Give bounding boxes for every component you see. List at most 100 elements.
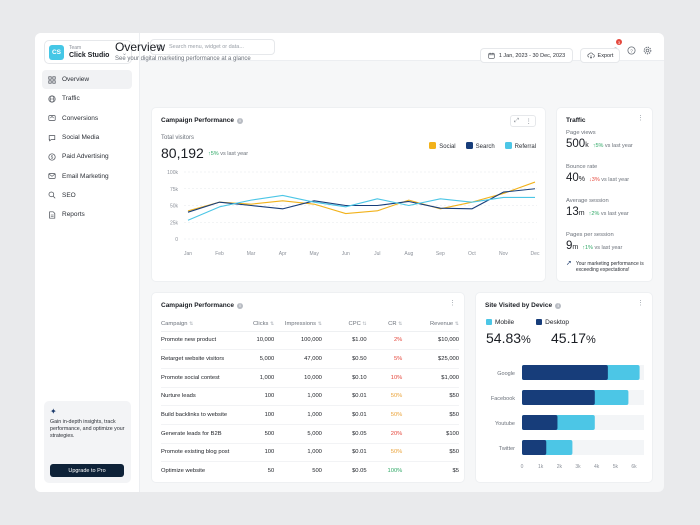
x-tick-label: Jul	[374, 251, 380, 257]
device-bar-chart: Google Facebook Youtube Twitter 0 1k 2k 3k 4k 5k 6…	[491, 365, 644, 470]
x-tick-label: 1k	[538, 464, 544, 470]
table-row[interactable]: Build backlinks to website 100 1,000 $0.01 5…	[161, 405, 459, 425]
series-line-social	[187, 181, 536, 215]
more-vertical-icon[interactable]: ⋮	[525, 118, 532, 125]
search-input[interactable]: Search menu, widget or data...	[150, 39, 275, 55]
sidebar-item-overview[interactable]: Overview	[42, 70, 132, 90]
traffic-metric: Bounce rate 40% ↓3% vs last year	[566, 164, 629, 184]
cell-clicks: 500	[241, 424, 275, 444]
legend-item-referral: Referral	[504, 142, 536, 150]
topbar: Search menu, widget or data... 3 ?	[140, 33, 664, 61]
cell-impressions: 1,000	[274, 405, 322, 425]
cell-impressions: 1,000	[274, 443, 322, 463]
traffic-title: Traffic	[566, 117, 586, 124]
upgrade-promo: ✦ Gain in-depth insights, track performa…	[44, 401, 131, 483]
promo-text: Gain in-depth insights, track performanc…	[50, 419, 125, 439]
traffic-metric: Average session 13m ↑2% vs last year	[566, 198, 629, 218]
y-tick-label: 0	[175, 237, 178, 243]
table-row[interactable]: Promote existing blog post 100 1,000 $0.01 5…	[161, 443, 459, 463]
legend-mobile: Mobile	[486, 319, 514, 326]
metric-label: Bounce rate	[566, 164, 598, 170]
sidebar-item-seo[interactable]: SEO	[42, 186, 132, 205]
export-button[interactable]: Export	[580, 48, 620, 63]
upgrade-button[interactable]: Upgrade to Pro	[50, 464, 124, 477]
column-header-revenue[interactable]: Revenue ⇅	[402, 318, 459, 332]
x-tick-label: Apr	[279, 251, 287, 257]
sidebar-item-traffic[interactable]: Traffic	[42, 89, 132, 108]
cell-cpc: $0.05	[352, 468, 367, 475]
more-vertical-icon[interactable]: ⋮	[637, 300, 644, 307]
info-icon[interactable]: i	[236, 302, 243, 309]
metric-delta: ↑5% vs last year	[592, 143, 633, 149]
sidebar-item-conversions[interactable]: Conversions	[42, 109, 132, 128]
metric-label: Pages per session	[566, 232, 614, 238]
campaign-table-title: Campaign Performance	[161, 302, 234, 309]
rocket-icon: ➚	[566, 260, 572, 267]
more-vertical-icon[interactable]: ⋮	[449, 300, 456, 307]
page-title: Overview	[115, 40, 166, 54]
sidebar-item-email-marketing[interactable]: Email Marketing	[42, 166, 132, 185]
series-line-search	[187, 188, 536, 213]
sort-icon: ⇅	[362, 321, 367, 328]
campaign-performance-table-card: Campaign Performance i ⋮ Campaign ⇅ Click…	[151, 292, 465, 483]
gear-icon[interactable]	[643, 42, 652, 55]
table-row[interactable]: Promote social contest 1,000 10,000 $0.10 10…	[161, 368, 459, 388]
cell-cr: 10%	[366, 368, 403, 388]
column-header-clicks[interactable]: Clicks ⇅	[241, 318, 275, 332]
column-header-cpc[interactable]: CPC ⇅	[321, 318, 367, 332]
table-row[interactable]: Generate leads for B2B 500 5,000 $0.05 20% $1…	[161, 424, 459, 444]
cell-campaign: Promote existing blog post	[161, 443, 242, 463]
x-tick-label: Dec	[531, 251, 540, 257]
x-tick-label: 6k	[631, 464, 637, 470]
column-header-campaign[interactable]: Campaign ⇅	[161, 318, 242, 332]
info-icon[interactable]: i	[555, 302, 562, 309]
cell-cpc: $1.00	[321, 331, 367, 351]
globe-icon	[48, 95, 56, 103]
metric-label: Average session	[566, 198, 609, 204]
cell-cr: 5%	[366, 349, 403, 369]
sort-icon: ⇅	[270, 321, 275, 328]
sidebar-item-social-media[interactable]: Social Media	[42, 128, 132, 147]
sidebar-item-reports[interactable]: Reports	[42, 205, 132, 224]
table-row[interactable]: Retarget website visitors 5,000 47,000 $0.5…	[161, 349, 459, 369]
y-tick-label: 100k	[167, 170, 178, 176]
total-visitors-value: 80,192	[161, 145, 204, 161]
bar-desktop-google	[522, 365, 608, 380]
help-icon[interactable]: ?	[627, 42, 636, 55]
page-subtitle: See your digital marketing performance a…	[115, 56, 251, 62]
campaign-chart-title: Campaign Performance	[161, 117, 234, 124]
more-vertical-icon[interactable]: ⋮	[637, 115, 644, 122]
device-visits-card: Site Visited by Device i ⋮ Mobile Deskto…	[475, 292, 653, 483]
metric-delta: ↑1% vs last year	[582, 245, 623, 251]
chart-actions: ⤢ ⋮	[510, 115, 536, 127]
bar-label: Twitter	[499, 446, 515, 452]
line-chart: 0 25k 50k 75k 100k Jan Feb Mar Apr May Jun Jul Aug Se…	[167, 170, 540, 257]
date-range-label: 1 Jan, 2023 - 30 Dec, 2023	[498, 52, 566, 59]
info-icon[interactable]: i	[236, 117, 243, 124]
table-row[interactable]: Optimize website 50 500 $0.05 100% $5	[161, 462, 459, 481]
card-title: Campaign Performance i	[161, 302, 243, 309]
bar-desktop-facebook	[522, 390, 595, 405]
date-range-picker[interactable]: 1 Jan, 2023 - 30 Dec, 2023	[480, 48, 573, 63]
cell-impressions: 47,000	[274, 349, 322, 369]
x-tick-label: 3k	[575, 464, 581, 470]
cell-cr: 20%	[366, 424, 403, 444]
cell-cr: 50%	[366, 387, 403, 407]
column-header-cr[interactable]: CR ⇅	[366, 318, 403, 332]
table-row[interactable]: Nurture leads 100 1,000 $0.01 50% $50	[161, 387, 459, 407]
expand-icon[interactable]: ⤢	[514, 117, 520, 124]
cell-clicks: 100	[241, 405, 275, 425]
team-switcher[interactable]: CS Team Click Studio ⌃ ⌄	[44, 40, 132, 64]
traffic-metric: Page views 500k ↑5% vs last year	[566, 130, 633, 150]
cell-cpc: $0.10	[321, 368, 367, 388]
x-tick-label: Feb	[215, 251, 224, 257]
column-header-impressions[interactable]: Impressions ⇅	[274, 318, 322, 332]
cell-cpc: $0.01	[321, 405, 367, 425]
cell-cpc: $0.05	[321, 424, 367, 444]
cell-revenue: $1,000	[402, 368, 459, 388]
chat-icon	[48, 134, 56, 142]
table-row[interactable]: Promote new product 10,000 100,000 $1.00 2% $…	[161, 331, 459, 351]
bar-label: Facebook	[491, 396, 515, 402]
sidebar-item-paid-advertising[interactable]: $ Paid Advertising	[42, 147, 132, 166]
cell-impressions: 100,000	[274, 331, 322, 351]
